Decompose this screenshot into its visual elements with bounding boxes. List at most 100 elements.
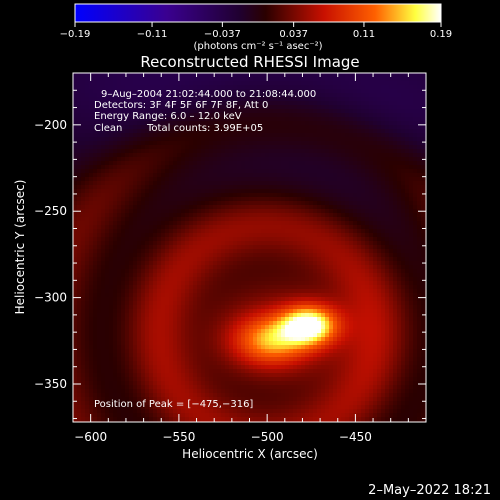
heatmap-cell: [109, 261, 114, 266]
heatmap-cell: [317, 273, 322, 278]
heatmap-cell: [189, 105, 194, 110]
heatmap-cell: [73, 229, 78, 234]
heatmap-cell: [373, 113, 378, 118]
heatmap-cell: [201, 113, 206, 118]
heatmap-cell: [401, 73, 406, 78]
heatmap-cell: [389, 285, 394, 290]
heatmap-cell: [301, 81, 306, 86]
heatmap-cell: [401, 245, 406, 250]
heatmap-cell: [369, 185, 374, 190]
heatmap-cell: [313, 185, 318, 190]
heatmap-cell: [373, 149, 378, 154]
heatmap-cell: [409, 185, 414, 190]
heatmap-cell: [93, 181, 98, 186]
heatmap-cell: [109, 217, 114, 222]
heatmap-cell: [257, 157, 262, 162]
heatmap-cell: [81, 81, 86, 86]
heatmap-cell: [373, 85, 378, 90]
heatmap-cell: [233, 213, 238, 218]
heatmap-cell: [325, 101, 330, 106]
heatmap-cell: [417, 97, 422, 102]
heatmap-cell: [181, 141, 186, 146]
heatmap-cell: [305, 137, 310, 142]
heatmap-cell: [421, 197, 426, 202]
heatmap-cell: [189, 237, 194, 242]
heatmap-cell: [241, 237, 246, 242]
heatmap-cell: [377, 121, 382, 126]
heatmap-cell: [285, 125, 290, 130]
heatmap-cell: [209, 153, 214, 158]
heatmap-cell: [109, 273, 114, 278]
heatmap-cell: [413, 169, 418, 174]
heatmap-cell: [317, 121, 322, 126]
heatmap-cell: [361, 293, 366, 298]
heatmap-cell: [249, 121, 254, 126]
heatmap-cell: [93, 145, 98, 150]
heatmap-cell: [105, 85, 110, 90]
heatmap-cell: [377, 169, 382, 174]
heatmap-cell: [85, 273, 90, 278]
heatmap-cell: [265, 269, 270, 274]
heatmap-cell: [421, 93, 426, 98]
heatmap-cell: [309, 169, 314, 174]
heatmap-cell: [217, 169, 222, 174]
heatmap-cell: [169, 269, 174, 274]
heatmap-cell: [409, 105, 414, 110]
heatmap-cell: [381, 73, 386, 78]
heatmap-cell: [81, 117, 86, 122]
heatmap-cell: [413, 157, 418, 162]
heatmap-cell: [269, 213, 274, 218]
heatmap-cell: [273, 213, 278, 218]
heatmap-cell: [81, 221, 86, 226]
heatmap-cell: [85, 269, 90, 274]
heatmap-cell: [117, 293, 122, 298]
heatmap-cell: [89, 121, 94, 126]
heatmap-cell: [325, 85, 330, 90]
heatmap-cell: [289, 245, 294, 250]
heatmap-cell: [73, 217, 78, 222]
heatmap-cell: [97, 113, 102, 118]
heatmap-cell: [349, 261, 354, 266]
heatmap-cell: [401, 89, 406, 94]
heatmap-cell: [289, 193, 294, 198]
heatmap-cell: [421, 161, 426, 166]
heatmap-cell: [273, 129, 278, 134]
heatmap-cell: [377, 145, 382, 150]
heatmap-cell: [257, 105, 262, 110]
heatmap-cell: [213, 97, 218, 102]
heatmap-cell: [105, 237, 110, 242]
heatmap-cell: [81, 157, 86, 162]
heatmap-cell: [365, 125, 370, 130]
heatmap-cell: [197, 213, 202, 218]
heatmap-cell: [229, 209, 234, 214]
heatmap-cell: [157, 289, 162, 294]
heatmap-cell: [409, 205, 414, 210]
heatmap-cell: [325, 233, 330, 238]
heatmap-cell: [149, 169, 154, 174]
heatmap-cell: [145, 193, 150, 198]
heatmap-cell: [153, 105, 158, 110]
heatmap-cell: [161, 229, 166, 234]
heatmap-cell: [385, 205, 390, 210]
heatmap-cell: [333, 281, 338, 286]
heatmap-cell: [389, 273, 394, 278]
heatmap-cell: [353, 161, 358, 166]
heatmap-cell: [193, 189, 198, 194]
heatmap-cell: [373, 117, 378, 122]
heatmap-cell: [353, 209, 358, 214]
heatmap-cell: [133, 281, 138, 286]
heatmap-cell: [417, 189, 422, 194]
heatmap-cell: [181, 85, 186, 90]
heatmap-cell: [345, 129, 350, 134]
heatmap-cell: [365, 165, 370, 170]
heatmap-cell: [285, 109, 290, 114]
heatmap-cell: [229, 137, 234, 142]
heatmap-cell: [185, 229, 190, 234]
heatmap-cell: [273, 293, 278, 298]
heatmap-cell: [377, 77, 382, 82]
heatmap-cell: [137, 253, 142, 258]
heatmap-cell: [385, 133, 390, 138]
heatmap-cell: [329, 161, 334, 166]
heatmap-cell: [301, 121, 306, 126]
heatmap-cell: [265, 161, 270, 166]
